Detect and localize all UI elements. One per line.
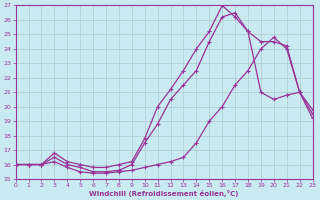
X-axis label: Windchill (Refroidissement éolien,°C): Windchill (Refroidissement éolien,°C) (89, 190, 239, 197)
